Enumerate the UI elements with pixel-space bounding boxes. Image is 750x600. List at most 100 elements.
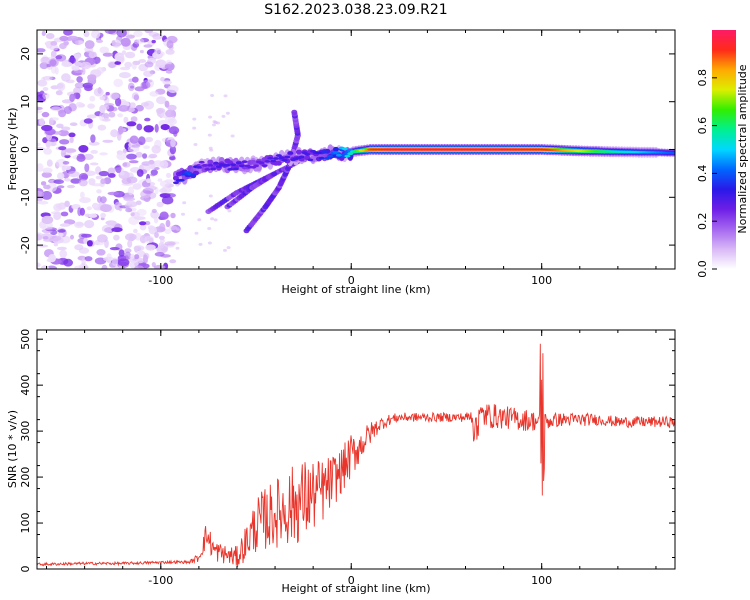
- noise-speckle: [42, 236, 49, 240]
- noise-speckle: [155, 59, 167, 68]
- noise-speckle: [71, 66, 80, 71]
- ridge-blob: [333, 151, 339, 154]
- noise-speckle: [125, 34, 135, 39]
- noise-speckle: [133, 94, 140, 101]
- noise-speckle: [40, 56, 50, 64]
- ridge-blob: [195, 165, 202, 169]
- noise-speckle: [135, 200, 142, 206]
- noise-speckle: [133, 30, 143, 37]
- noise-speckle: [109, 247, 120, 251]
- noise-speckle: [161, 196, 174, 205]
- spectrogram-marks: [37, 30, 675, 269]
- noise-speckle: [227, 209, 232, 213]
- noise-speckle: [221, 114, 226, 118]
- noise-speckle: [120, 37, 131, 47]
- noise-speckle: [70, 178, 82, 184]
- noise-speckle: [94, 242, 104, 246]
- noise-speckle: [95, 175, 103, 180]
- noise-speckle: [96, 249, 106, 256]
- noise-speckle: [159, 211, 169, 220]
- noise-speckle: [69, 136, 74, 144]
- noise-speckle: [115, 164, 122, 174]
- noise-speckle: [148, 159, 155, 165]
- noise-speckle: [144, 235, 155, 244]
- noise-speckle: [225, 111, 230, 115]
- noise-speckle: [102, 139, 114, 143]
- noise-speckle: [37, 48, 46, 53]
- noise-speckle: [126, 176, 138, 184]
- noise-speckle: [160, 124, 170, 131]
- noise-speckle: [223, 94, 228, 98]
- noise-speckle: [63, 219, 76, 225]
- noise-speckle: [136, 123, 143, 131]
- spectrogram-y-axis-label: Frequency (Hz): [6, 108, 19, 191]
- noise-speckle: [126, 121, 137, 127]
- noise-speckle: [164, 100, 170, 108]
- noise-speckle: [99, 152, 108, 156]
- ridge-blob: [230, 163, 237, 167]
- noise-speckle: [152, 33, 163, 40]
- noise-speckle: [134, 232, 142, 241]
- ridge-blob: [213, 161, 219, 165]
- noise-speckle: [125, 233, 137, 241]
- spectrogram-y-tick-label: 10: [19, 95, 32, 109]
- noise-speckle: [84, 220, 95, 229]
- noise-speckle: [151, 39, 156, 44]
- colorbar-label: Normalized spectral amplitude: [736, 64, 749, 233]
- noise-speckle: [61, 126, 71, 131]
- noise-speckle: [123, 197, 136, 202]
- noise-speckle: [37, 200, 49, 205]
- ridge-blob: [278, 156, 285, 160]
- noise-speckle: [37, 163, 44, 172]
- ridge-blob: [298, 155, 305, 159]
- spectrogram-y-tick-label: 20: [19, 47, 32, 61]
- noise-speckle: [138, 59, 147, 63]
- noise-speckle: [131, 144, 141, 148]
- noise-speckle: [155, 107, 166, 114]
- noise-speckle: [88, 178, 96, 186]
- noise-speckle: [143, 70, 154, 77]
- ridge-blob: [258, 161, 265, 165]
- noise-speckle: [148, 226, 157, 235]
- noise-speckle: [75, 101, 84, 108]
- noise-speckle: [134, 245, 139, 253]
- noise-speckle: [84, 256, 93, 262]
- noise-speckle: [169, 259, 177, 264]
- noise-speckle: [146, 185, 157, 191]
- noise-speckle: [164, 241, 176, 246]
- noise-speckle: [43, 184, 51, 190]
- noise-speckle: [121, 50, 127, 55]
- noise-speckle: [129, 135, 139, 144]
- noise-speckle: [37, 196, 43, 202]
- spectrogram-x-axis-label: Height of straight line (km): [281, 283, 430, 296]
- noise-speckle: [114, 61, 121, 65]
- noise-speckle: [60, 149, 66, 158]
- ridge-blob: [347, 152, 354, 156]
- ridge-blob: [333, 146, 339, 152]
- noise-speckle: [142, 254, 149, 264]
- noise-speckle: [55, 158, 67, 168]
- noise-speckle: [143, 79, 153, 83]
- noise-speckle: [106, 253, 112, 261]
- noise-speckle: [139, 223, 147, 231]
- noise-speckle: [42, 92, 50, 100]
- noise-speckle: [165, 219, 171, 228]
- noise-speckle: [63, 30, 73, 36]
- noise-speckle: [136, 38, 145, 44]
- noise-speckle: [93, 87, 104, 97]
- noise-speckle: [157, 178, 163, 182]
- noise-speckle: [135, 151, 143, 158]
- noise-speckle: [80, 174, 88, 180]
- noise-speckle: [105, 91, 110, 96]
- noise-speckle: [56, 123, 64, 129]
- colorbar-tick-label: 0.4: [696, 165, 709, 183]
- noise-speckle: [166, 40, 174, 49]
- snr-x-axis-label: Height of straight line (km): [281, 582, 430, 595]
- noise-speckle: [165, 109, 175, 118]
- noise-speckle: [67, 184, 75, 189]
- noise-speckle: [78, 179, 88, 187]
- noise-speckle: [64, 200, 70, 207]
- colorbar-ticks: 0.0 0.2 0.4 0.6 0.8: [696, 69, 717, 278]
- noise-speckle: [153, 264, 166, 269]
- noise-speckle: [136, 169, 144, 177]
